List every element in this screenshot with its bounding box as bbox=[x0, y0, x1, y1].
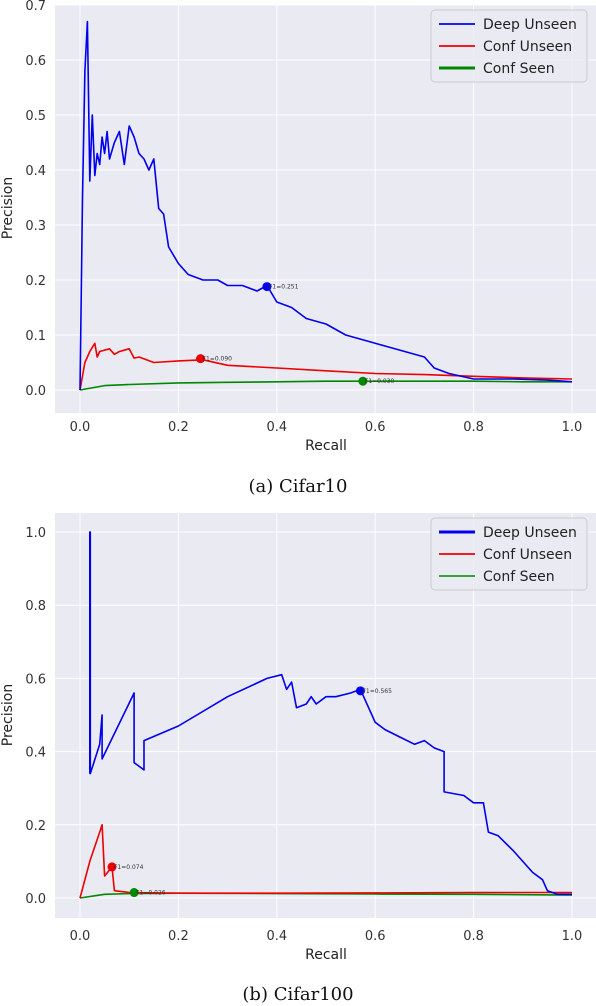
x-tick-label: 0.4 bbox=[266, 420, 287, 435]
y-axis-label: Precision bbox=[0, 684, 16, 746]
x-tick-label: 0.8 bbox=[463, 929, 484, 944]
f1-marker-conf-seen bbox=[358, 376, 368, 386]
y-tick-label: 0.1 bbox=[25, 329, 46, 344]
f1-annotation: F1=0.074 bbox=[114, 864, 144, 871]
y-tick-label: 1.0 bbox=[25, 526, 46, 541]
chart-1: 0.0 0.2 0.4 0.6 0.8 1.0 0.0 0.1 0.2 0.3 0.4 0.5 0.6 0… bbox=[0, 0, 596, 497]
x-tick-label: 0.6 bbox=[365, 420, 386, 435]
series-line-conf-unseen bbox=[79, 823, 572, 899]
y-tick-label: 0.3 bbox=[25, 219, 46, 234]
x-tick-label: 0.0 bbox=[70, 420, 91, 435]
x-axis-label: Recall bbox=[305, 438, 347, 454]
x-axis-label: Recall bbox=[305, 947, 347, 963]
f1-marker-conf-unseen bbox=[196, 354, 206, 364]
x-tick-label: 0.8 bbox=[463, 420, 484, 435]
legend-box bbox=[430, 517, 588, 591]
y-tick-label: 0.5 bbox=[25, 109, 46, 124]
y-tick-label: 0.4 bbox=[25, 746, 46, 761]
x-tick-label: 1.0 bbox=[562, 420, 583, 435]
y-tick-label: 0.7 bbox=[25, 0, 46, 14]
f1-marker-conf-unseen bbox=[107, 862, 117, 872]
legend-label: Conf Unseen bbox=[483, 547, 572, 563]
x-tick-label: 0.2 bbox=[168, 929, 189, 944]
y-axis-label: Precision bbox=[0, 177, 16, 239]
legend-label: Conf Seen bbox=[483, 61, 555, 77]
y-tick-label: 0.6 bbox=[25, 54, 46, 69]
f1-annotation: F1=0.026 bbox=[136, 890, 166, 897]
f1-annotation: F1=0.090 bbox=[203, 356, 233, 363]
x-tick-label: 0.4 bbox=[266, 929, 287, 944]
y-tick-label: 0.4 bbox=[25, 164, 46, 179]
x-tick-label: 1.0 bbox=[562, 929, 583, 944]
f1-marker-deep-unseen bbox=[262, 282, 272, 292]
y-tick-label: 0.2 bbox=[25, 819, 46, 834]
f1-annotation: F1=0.251 bbox=[269, 284, 299, 291]
legend-label: Deep Unseen bbox=[483, 17, 577, 33]
x-tick-label: 0.0 bbox=[70, 929, 91, 944]
series-line-deep-unseen bbox=[79, 20, 573, 391]
y-tick-label: 0.0 bbox=[25, 892, 46, 907]
y-tick-label: 0.2 bbox=[25, 274, 46, 289]
y-tick-label: 0.8 bbox=[25, 599, 46, 614]
series-line-deep-unseen bbox=[89, 531, 572, 896]
f1-annotation: F1=0.565 bbox=[362, 688, 392, 695]
f1-marker-deep-unseen bbox=[355, 686, 365, 696]
series-line-conf-unseen bbox=[79, 342, 573, 391]
legend-label: Deep Unseen bbox=[483, 525, 577, 541]
figure-caption: (b) Cifar100 bbox=[242, 984, 353, 1005]
legend-box bbox=[430, 9, 588, 83]
legend: Deep Unseen Conf Unseen Conf Seen bbox=[430, 9, 588, 83]
series-line-conf-seen bbox=[79, 380, 572, 391]
legend: Deep Unseen Conf Unseen Conf Seen bbox=[430, 517, 588, 591]
legend-label: Conf Unseen bbox=[483, 39, 572, 55]
x-tick-label: 0.6 bbox=[365, 929, 386, 944]
figure-caption: (a) Cifar10 bbox=[249, 476, 348, 497]
x-tick-label: 0.2 bbox=[168, 420, 189, 435]
legend-label: Conf Seen bbox=[483, 569, 555, 585]
f1-annotation: F1=0.030 bbox=[365, 378, 395, 385]
y-tick-label: 0.6 bbox=[25, 672, 46, 687]
f1-marker-conf-seen bbox=[129, 888, 139, 898]
y-tick-label: 0.0 bbox=[25, 384, 46, 399]
chart-2: 0.0 0.2 0.4 0.6 0.8 1.0 0.0 0.2 0.4 0.6 0.8 1.0 Reca… bbox=[0, 513, 596, 1005]
